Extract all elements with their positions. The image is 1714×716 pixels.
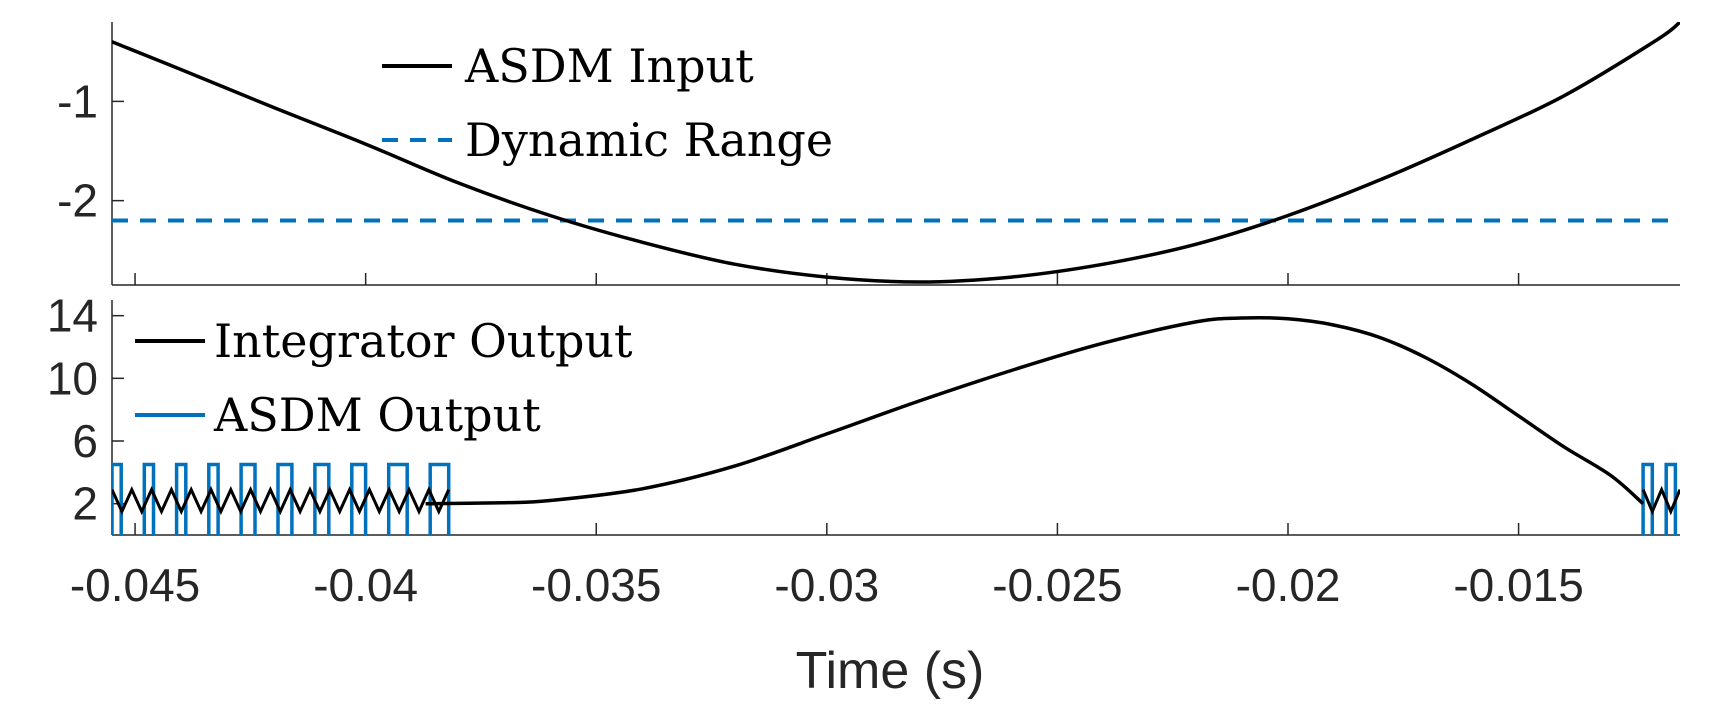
y-tick-label: 6: [72, 415, 98, 467]
integrator-switching-segment: [1641, 485, 1680, 516]
legend-label-integrator-output: Integrator Output: [214, 314, 633, 368]
legend-background: [126, 312, 686, 452]
y-tick-label: 14: [47, 290, 98, 342]
y-tick-label: 10: [47, 352, 98, 404]
top-legend: ASDM Input Dynamic Range: [382, 39, 833, 167]
y-tick-label: -1: [57, 75, 98, 127]
legend-label-dynamic-range: Dynamic Range: [465, 113, 833, 167]
x-tick-label: -0.03: [774, 559, 879, 611]
x-tick-label: -0.02: [1236, 559, 1341, 611]
x-tick-label: -0.015: [1453, 559, 1583, 611]
top-panel: -1 -2 ASDM Input Dynamic Range: [57, 22, 1680, 286]
legend-label-asdm-output: ASDM Output: [213, 388, 541, 442]
x-tick-label: -0.04: [313, 559, 418, 611]
x-tick-label: -0.045: [70, 559, 200, 611]
asdm-output-pulses: [112, 462, 1678, 535]
legend-label-asdm-input: ASDM Input: [464, 39, 754, 93]
y-tick-label: -2: [57, 175, 98, 227]
integrator-output-line: [425, 315, 1645, 506]
x-tick-label: -0.025: [992, 559, 1122, 611]
x-axis-title: Time (s): [796, 642, 985, 700]
y-tick-label: 2: [72, 478, 98, 530]
x-tick-label: -0.035: [531, 559, 661, 611]
asdm-input-line: [112, 22, 1680, 284]
bottom-legend: Integrator Output ASDM Output: [126, 312, 686, 452]
integrator-switching-segment: [112, 485, 451, 516]
bottom-panel: 2 6 10 14 -0.045 -0.04 -0.035 -0.03 -0.025 -0.02 -…: [47, 290, 1680, 611]
